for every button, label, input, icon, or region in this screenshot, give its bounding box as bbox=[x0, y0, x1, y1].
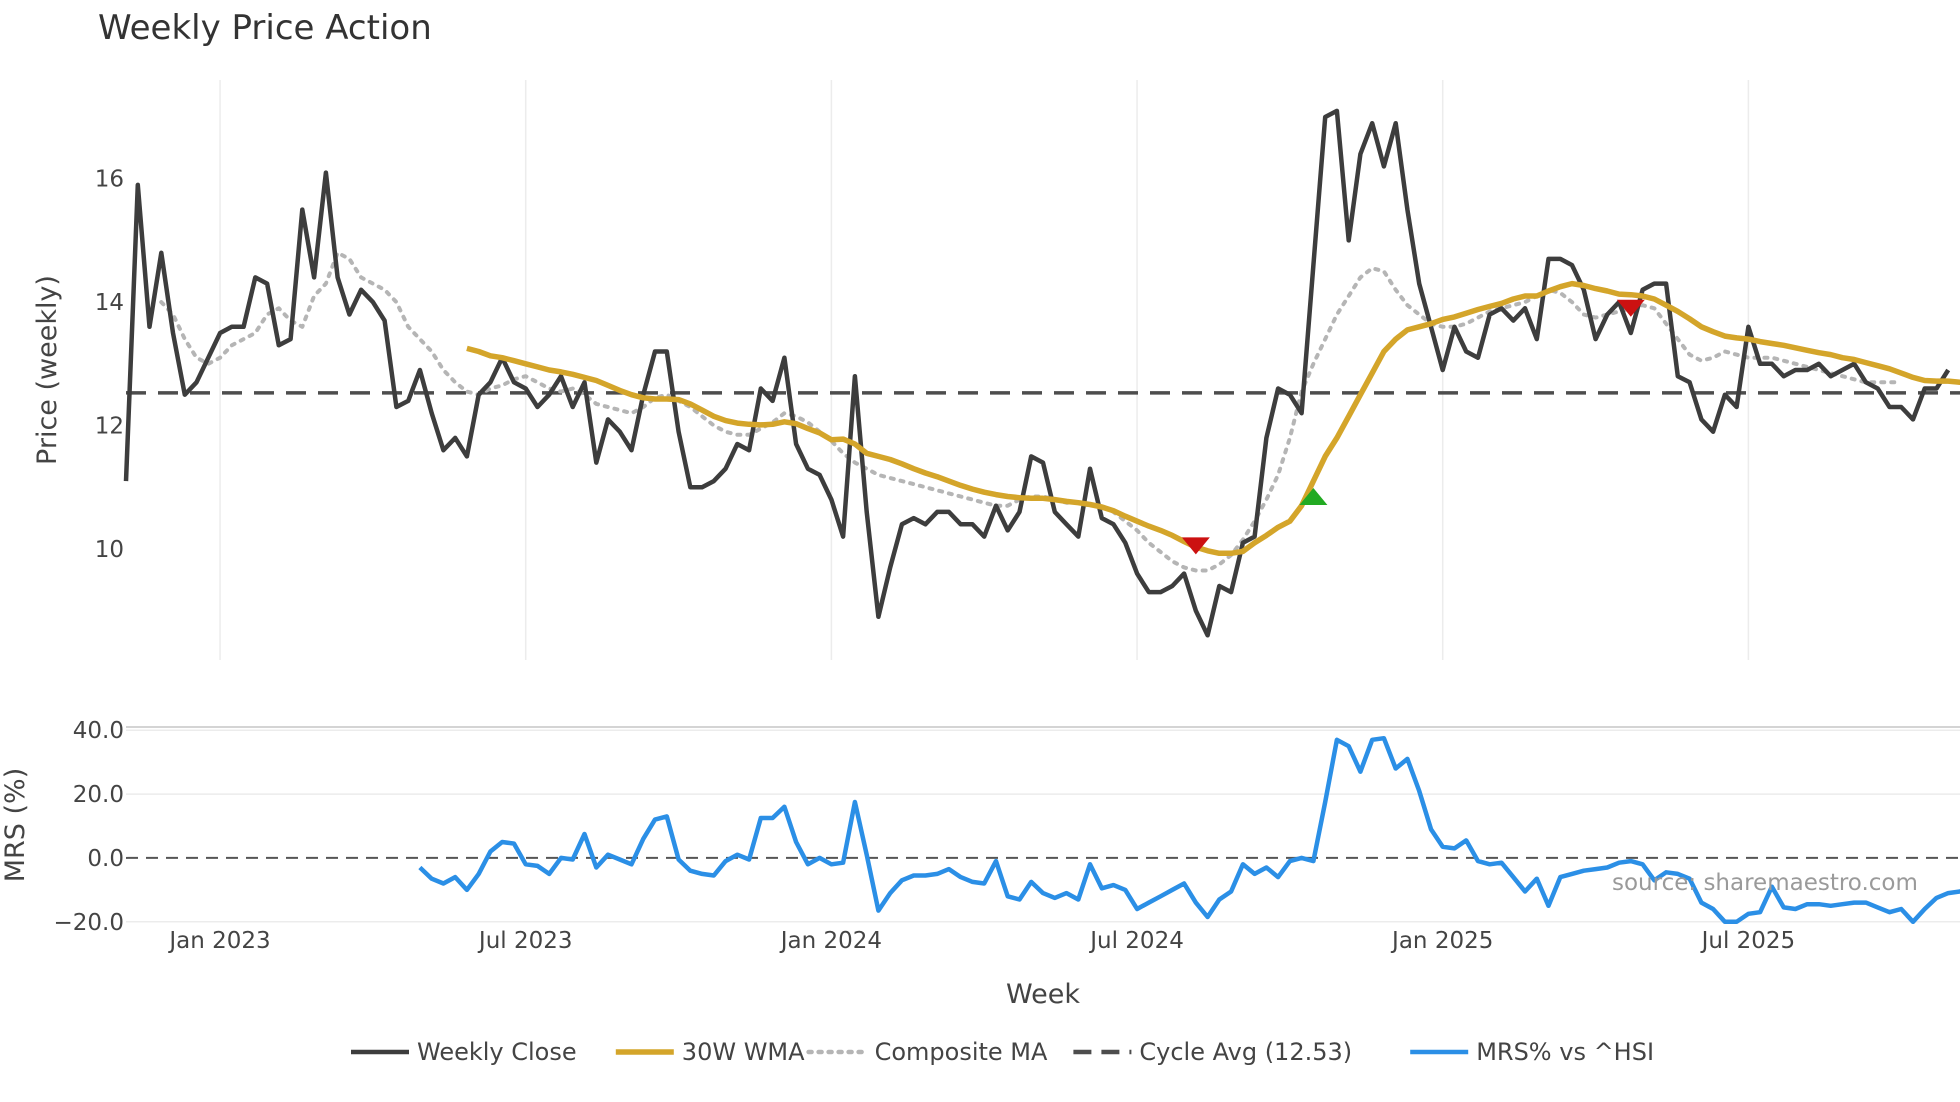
source-attribution: source: sharemaestro.com bbox=[1612, 870, 1918, 896]
x-tick-label: Jul 2023 bbox=[477, 928, 573, 954]
legend-label-cycle-avg-12-53: Cycle Avg (12.53) bbox=[1139, 1038, 1352, 1066]
mrs-y-tick-label: 20.0 bbox=[73, 782, 124, 808]
price-y-axis-title: Price (weekly) bbox=[32, 275, 63, 465]
x-tick-label: Jan 2023 bbox=[167, 928, 270, 954]
price-y-tick-label: 10 bbox=[95, 537, 124, 563]
sell-signal-marker bbox=[1616, 299, 1645, 317]
mrs-series-group bbox=[418, 735, 1960, 925]
legend-label-weekly-close: Weekly Close bbox=[417, 1038, 577, 1066]
legend: Weekly Close 30W WMA Composite MA Cycle Avg… bbox=[351, 1038, 1654, 1066]
legend-label-composite-ma: Composite MA bbox=[875, 1038, 1048, 1066]
legend-label-mrs-vs-hsi: MRS% vs ^HSI bbox=[1476, 1038, 1654, 1066]
price-y-tick-label: 14 bbox=[95, 290, 124, 316]
mrs-y-tick-label: 40.0 bbox=[73, 718, 124, 744]
sell-signal-marker bbox=[1181, 537, 1210, 555]
x-tick-label: Jan 2024 bbox=[779, 928, 882, 954]
chart-title: Weekly Price Action bbox=[98, 8, 432, 48]
price-series-group bbox=[123, 108, 1960, 638]
series-mrs-vs-hsi bbox=[418, 735, 1960, 925]
mrs-y-tick-label: −20.0 bbox=[54, 910, 124, 936]
signals-group bbox=[1181, 299, 1645, 555]
price-panel-grid bbox=[219, 80, 1750, 660]
price-y-tick-label: 12 bbox=[95, 414, 124, 440]
legend-label-30w-wma: 30W WMA bbox=[682, 1038, 805, 1066]
series-weekly-close bbox=[123, 108, 1951, 638]
buy-signal-marker bbox=[1299, 487, 1328, 505]
mrs-y-ticks: 40.0 20.0 0.0 −20.0 bbox=[54, 718, 124, 936]
x-ticks: Jan 2023 Jul 2023 Jan 2024 Jul 2024 Jan 2025… bbox=[167, 928, 1795, 954]
x-axis-title: Week bbox=[1006, 979, 1080, 1010]
price-y-tick-label: 16 bbox=[95, 167, 124, 193]
mrs-y-axis-title: MRS (%) bbox=[0, 768, 31, 883]
price-y-ticks: 16 14 12 10 bbox=[95, 167, 124, 563]
x-tick-label: Jul 2024 bbox=[1088, 928, 1184, 954]
x-tick-label: Jul 2025 bbox=[1700, 928, 1796, 954]
x-tick-label: Jan 2025 bbox=[1390, 928, 1493, 954]
series-30w-wma bbox=[466, 280, 1960, 557]
mrs-panel-grid bbox=[126, 729, 1960, 923]
mrs-y-tick-label: 0.0 bbox=[87, 846, 124, 872]
